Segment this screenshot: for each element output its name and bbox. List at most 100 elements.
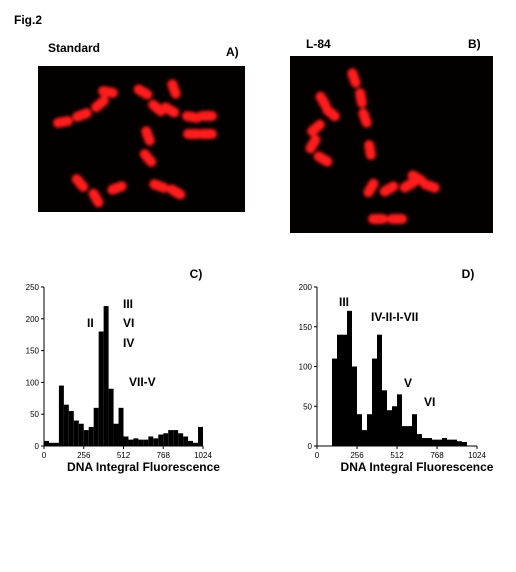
- chromosome: [91, 95, 109, 113]
- histogram-bar: [193, 442, 199, 446]
- histogram-bar: [118, 407, 124, 446]
- histogram-bar: [372, 358, 377, 446]
- x-tick-label: 512: [390, 451, 404, 460]
- histogram-bar: [347, 310, 352, 446]
- histogram-bar: [382, 390, 387, 446]
- histogram-bar: [58, 385, 64, 446]
- chromosome: [420, 179, 440, 193]
- annotation: VII-V: [129, 375, 156, 389]
- histogram-bar: [73, 420, 79, 446]
- histogram-bar: [178, 433, 184, 446]
- annotation: II: [87, 316, 94, 330]
- chromosome: [355, 88, 367, 108]
- chromosome: [322, 104, 340, 122]
- y-tick-label: 200: [299, 283, 313, 292]
- histogram-bar: [113, 423, 119, 446]
- histogram-bar: [402, 426, 407, 446]
- chromosome: [71, 174, 89, 192]
- chromosome: [139, 149, 157, 167]
- histogram-bar: [133, 438, 139, 446]
- y-tick-label: 50: [30, 410, 39, 419]
- histogram-bar: [98, 331, 104, 446]
- histogram-bar: [367, 414, 372, 446]
- x-tick-label: 1024: [468, 451, 486, 460]
- chromosome: [313, 151, 333, 167]
- panel-letter: B): [468, 37, 481, 51]
- panel-label: Standard: [48, 41, 100, 55]
- histogram-bar: [108, 388, 114, 446]
- histogram-bar: [462, 442, 467, 446]
- annotation: IV-II-I-VII: [371, 310, 418, 324]
- histogram-bar: [407, 426, 412, 446]
- histogram-bar: [68, 411, 74, 446]
- histogram-bar: [432, 439, 437, 446]
- x-tick-label: 768: [157, 451, 171, 460]
- chromosome: [72, 108, 92, 122]
- x-tick-label: 0: [42, 451, 47, 460]
- histogram-bar: [148, 436, 154, 446]
- chromosome: [379, 181, 399, 197]
- histogram-bar: [93, 407, 99, 446]
- y-tick-label: 200: [26, 315, 40, 324]
- chromosome: [197, 111, 217, 121]
- x-axis-label: DNA Integral Fluorescence: [67, 460, 220, 474]
- histogram-bar: [357, 414, 362, 446]
- chromosome: [148, 99, 166, 117]
- histogram-bar: [123, 436, 129, 446]
- histogram-bar: [422, 438, 427, 446]
- histogram-bar: [427, 438, 432, 446]
- annotation: IV: [123, 336, 134, 350]
- chromosome: [347, 68, 361, 88]
- histogram-bar: [442, 438, 447, 446]
- histogram-bar: [457, 441, 462, 446]
- y-tick-label: 150: [26, 347, 40, 356]
- histogram-bar: [332, 358, 337, 446]
- chromosome: [107, 181, 127, 195]
- x-tick-label: 512: [117, 451, 131, 460]
- histogram-bar: [103, 306, 109, 446]
- histogram-bar: [452, 439, 457, 446]
- annotation: VI: [424, 395, 435, 409]
- histogram-bar: [163, 433, 169, 446]
- chromosomes: [305, 68, 440, 224]
- histogram-bar: [392, 406, 397, 446]
- chromosome: [305, 134, 321, 154]
- histogram-bar: [44, 440, 49, 446]
- histogram-bar: [48, 442, 54, 446]
- histogram-bar: [377, 334, 382, 446]
- chromosome: [149, 179, 169, 193]
- x-tick-label: 1024: [194, 451, 212, 460]
- panel-letter: D): [462, 267, 475, 281]
- y-tick-label: 50: [303, 402, 312, 411]
- histogram-bar: [447, 439, 452, 446]
- chromosome: [197, 129, 217, 139]
- chromosome: [358, 108, 372, 128]
- histogram-bar: [342, 334, 347, 446]
- histogram-bar: [337, 334, 342, 446]
- histogram-bar: [53, 442, 59, 446]
- annotation: III: [123, 297, 133, 311]
- panel-letter: C): [190, 267, 203, 281]
- y-tick-label: 250: [26, 283, 40, 292]
- micrograph: [290, 56, 493, 233]
- histogram-bar: [83, 430, 89, 446]
- chromosome: [133, 84, 153, 100]
- histogram-bar: [362, 430, 367, 446]
- histogram-bar: [158, 434, 164, 446]
- panel-label: L-84: [306, 37, 331, 51]
- chromosome: [307, 119, 325, 137]
- histogram-bar: [88, 426, 94, 446]
- x-tick-label: 256: [350, 451, 364, 460]
- histogram-bar: [78, 423, 84, 446]
- chromosome: [53, 116, 73, 128]
- chromosome: [167, 79, 181, 99]
- chromosomes: [53, 79, 217, 208]
- histogram-bar: [397, 394, 402, 446]
- histogram-bar: [352, 366, 357, 446]
- histogram-bar: [63, 404, 69, 446]
- histogram-bar: [143, 439, 149, 446]
- histogram-bar: [168, 430, 174, 446]
- histogram-bar: [138, 439, 144, 446]
